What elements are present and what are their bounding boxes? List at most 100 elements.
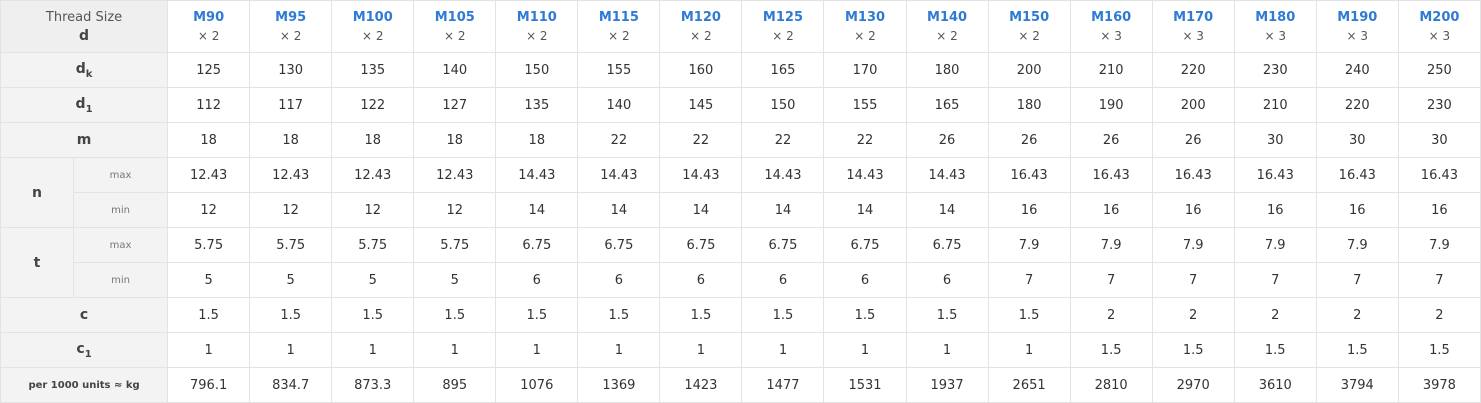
table-cell: 1.5 [167,297,251,333]
table-cell: 1 [495,332,579,368]
size-pitch: × 2 [1018,28,1040,43]
table-cell: 190 [1069,87,1153,123]
table-cell: 5.75 [249,227,333,263]
table-cell: 22 [577,122,661,158]
table-cell: 1 [167,332,251,368]
size-header-m160: M160 × 3 [1069,0,1153,53]
table-cell: 1 [987,332,1071,368]
table-cell: 230 [1233,52,1317,88]
table-cell: 250 [1397,52,1481,88]
row-qualifier: min [73,192,169,228]
size-name: M125 [762,9,803,25]
table-cell: 210 [1233,87,1317,123]
table-cell: 26 [1069,122,1153,158]
table-cell: 873.3 [331,367,415,403]
table-cell: 30 [1397,122,1481,158]
table-cell: 14 [659,192,743,228]
size-name: M160 [1091,9,1132,25]
table-cell: 26 [905,122,989,158]
table-cell: 14 [905,192,989,228]
table-cell: 6.75 [741,227,825,263]
table-cell: 5.75 [331,227,415,263]
table-cell: 155 [823,87,907,123]
table-cell: 3794 [1315,367,1399,403]
row-label: c [0,297,169,333]
row-label: m [0,122,169,158]
table-cell: 16.43 [987,157,1071,193]
table-cell: 6 [495,262,579,298]
table-cell: 7.9 [1069,227,1153,263]
table-cell: 6 [577,262,661,298]
table-cell: 160 [659,52,743,88]
table-row: c 1.5 1.5 1.5 1.5 1.5 1.5 1.5 1.5 1.5 1.5 1.5 2 2 2 2 2 [0,297,1481,333]
row-qualifier: max [73,157,169,193]
table-cell: 5 [249,262,333,298]
table-cell: 16.43 [1069,157,1153,193]
size-pitch: × 2 [690,28,712,43]
table-cell: 7.9 [1397,227,1481,263]
size-name: M110 [516,9,557,25]
table-cell: 16 [1315,192,1399,228]
size-name: M140 [927,9,968,25]
table-cell: 1 [577,332,661,368]
table-cell: 895 [413,367,497,403]
table-cell: 2970 [1151,367,1235,403]
table-cell: 14.43 [823,157,907,193]
table-cell: 14 [495,192,579,228]
table-cell: 165 [905,87,989,123]
table-cell: 230 [1397,87,1481,123]
table-cell: 14.43 [741,157,825,193]
size-pitch: × 2 [526,28,548,43]
table-cell: 18 [249,122,333,158]
size-header-m190: M190 × 3 [1315,0,1399,53]
table-cell: 18 [167,122,251,158]
table-cell: 155 [577,52,661,88]
size-name: M105 [434,9,475,25]
table-cell: 180 [987,87,1071,123]
table-cell: 220 [1315,87,1399,123]
table-cell: 16 [1233,192,1317,228]
table-cell: 7 [1397,262,1481,298]
table-cell: 12.43 [331,157,415,193]
row-qualifier: min [73,262,169,298]
table-cell: 12.43 [167,157,251,193]
table-cell: 12.43 [413,157,497,193]
table-cell: 1 [741,332,825,368]
table-cell: 1 [249,332,333,368]
table-cell: 18 [331,122,415,158]
table-cell: 2651 [987,367,1071,403]
table-cell: 1.5 [905,297,989,333]
table-cell: 150 [741,87,825,123]
table-cell: 112 [167,87,251,123]
table-cell: 1 [823,332,907,368]
table-cell: 1 [905,332,989,368]
size-name: M190 [1337,9,1378,25]
size-pitch: × 2 [361,28,384,43]
table-cell: 1.5 [1069,332,1153,368]
size-pitch: × 3 [1100,28,1122,43]
row-label-text: d [75,60,86,77]
table-cell: 7 [1151,262,1235,298]
size-header-m110: M110 × 2 [495,0,579,53]
thread-size-header: Thread Size d [0,0,169,53]
table-cell: 22 [741,122,825,158]
size-pitch: × 2 [772,28,794,43]
thread-size-label: Thread Size [45,9,123,25]
table-cell: 30 [1315,122,1399,158]
table-cell: 6 [823,262,907,298]
table-cell: 14.43 [577,157,661,193]
table-cell: 1.5 [577,297,661,333]
table-cell: 16 [987,192,1071,228]
row-label: d1 [0,87,169,123]
table-cell: 1.5 [331,297,415,333]
table-cell: 834.7 [249,367,333,403]
table-cell: 5 [167,262,251,298]
table-row: n max 12.43 12.43 12.43 12.43 14.43 14.43 14.43 1… [0,157,1481,228]
table-cell: 127 [413,87,497,123]
size-header-m140: M140 × 2 [905,0,989,53]
table-cell: 6.75 [823,227,907,263]
table-cell: 1.5 [249,297,333,333]
size-name: M95 [275,9,307,25]
table-cell: 18 [413,122,497,158]
size-header-m170: M170 × 3 [1151,0,1235,53]
